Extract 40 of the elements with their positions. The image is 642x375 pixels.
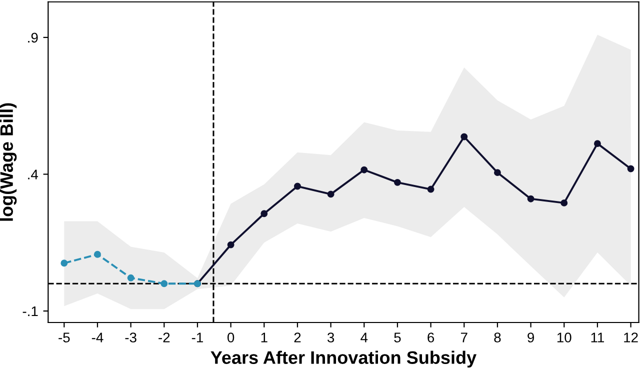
point [594,140,601,148]
y-tick-label: .9 [28,32,38,43]
x-axis-title: Years After Innovation Subsidy [210,350,476,368]
point [527,195,534,202]
point [60,260,68,267]
y-axis-title: log(Wage Bill) [0,103,17,221]
x-tick-label: 10 [557,332,572,342]
point [127,274,134,282]
point [160,280,168,288]
y-tick-label: .4 [28,170,38,180]
point [94,250,101,258]
x-tick-label: -5 [58,332,70,342]
point [294,182,301,190]
x-tick-label: 3 [327,332,334,342]
x-tick-label: 1 [261,332,268,342]
point [227,241,234,248]
point [260,210,268,218]
point [327,190,334,198]
point [360,166,368,174]
point [427,186,434,193]
x-tick-label: -4 [92,332,104,342]
x-tick-label: 7 [460,332,468,342]
x-tick-label: -1 [192,332,203,342]
x-tick-label: 6 [428,332,434,342]
point [460,133,468,140]
x-tick-label: 4 [360,332,368,342]
x-tick-label: -3 [125,332,136,342]
x-tick-label: 9 [528,332,534,342]
y-tick-label: -.1 [22,306,38,316]
x-tick-label: 8 [494,332,501,342]
x-tick-label: -2 [158,332,170,342]
point [560,199,568,206]
x-tick-label: 12 [624,332,638,342]
x-tick-label: 2 [294,332,301,342]
point [494,169,501,176]
point [627,165,634,172]
x-tick-label: 0 [227,332,234,342]
x-tick-label: 11 [591,332,604,342]
x-tick-label: 5 [394,332,401,342]
point [394,178,401,186]
